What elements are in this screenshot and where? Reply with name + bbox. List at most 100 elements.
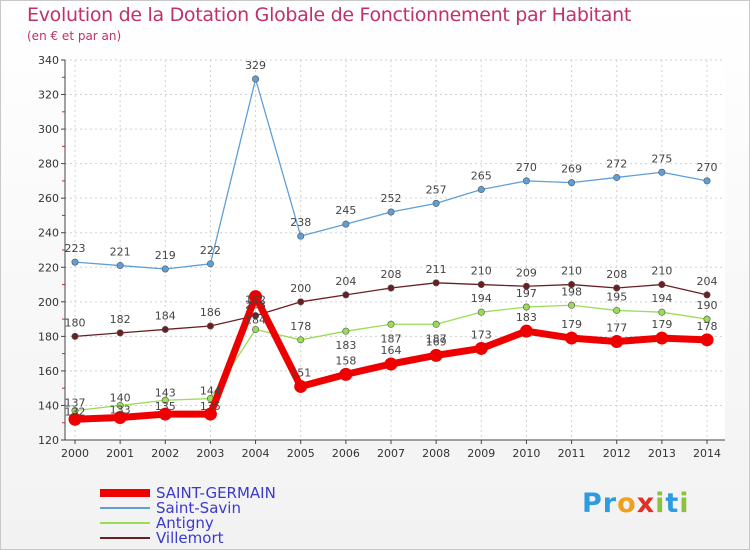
x-tick-label: 2014 <box>693 447 721 460</box>
data-label: 173 <box>471 328 492 341</box>
data-point <box>116 262 124 270</box>
data-label: 184 <box>245 313 266 326</box>
legend-label: Antigny <box>156 513 214 532</box>
data-label: 272 <box>606 157 627 170</box>
data-label: 223 <box>65 242 86 255</box>
logo-letter: P <box>582 488 603 519</box>
data-point <box>387 320 395 328</box>
logo-letter: i <box>679 488 690 519</box>
data-point <box>613 306 621 314</box>
data-point <box>161 396 169 404</box>
data-point <box>474 341 488 355</box>
y-tick-label: 200 <box>38 296 59 309</box>
data-point <box>252 75 260 83</box>
data-label: 222 <box>200 244 221 257</box>
logo-letter: t <box>665 488 680 519</box>
data-label: 164 <box>381 344 402 357</box>
data-label: 179 <box>651 318 672 331</box>
data-point <box>161 325 169 333</box>
data-label: 210 <box>471 265 492 278</box>
data-label: 209 <box>516 266 537 279</box>
legend-label: Saint-Savin <box>156 498 241 517</box>
data-point <box>68 412 82 426</box>
data-label: 221 <box>110 246 131 259</box>
y-tick-label: 160 <box>38 365 59 378</box>
data-label: 182 <box>110 313 131 326</box>
x-tick-label: 2004 <box>242 447 270 460</box>
data-point <box>342 291 350 299</box>
data-label: 197 <box>516 287 537 300</box>
legend-swatch <box>100 488 150 497</box>
data-label: 192 <box>245 294 266 307</box>
data-label: 143 <box>155 386 176 399</box>
legend-swatch <box>100 536 150 539</box>
data-point <box>387 284 395 292</box>
data-label: 187 <box>381 332 402 345</box>
data-label: 252 <box>381 192 402 205</box>
data-point <box>342 220 350 228</box>
x-tick-label: 2002 <box>151 447 179 460</box>
legend-label: Villemort <box>156 528 224 547</box>
data-point <box>294 379 308 393</box>
data-point <box>252 325 260 333</box>
data-label: 265 <box>471 170 492 183</box>
data-point <box>384 357 398 371</box>
y-tick-label: 140 <box>38 399 59 412</box>
x-tick-label: 2001 <box>106 447 134 460</box>
y-tick-label: 320 <box>38 89 59 102</box>
data-point <box>613 173 621 181</box>
data-point <box>206 260 214 268</box>
plot-area <box>65 60 725 440</box>
legend-swatch <box>100 506 150 509</box>
data-point <box>432 279 440 287</box>
data-point <box>519 324 533 338</box>
data-label: 200 <box>290 282 311 295</box>
data-label: 169 <box>426 335 447 348</box>
data-label: 203 <box>245 299 266 312</box>
data-point <box>339 367 353 381</box>
data-label: 204 <box>697 275 718 288</box>
data-point <box>429 348 443 362</box>
chart-title: Evolution de la Dotation Globale de Fonc… <box>27 4 632 26</box>
data-point <box>297 298 305 306</box>
data-point <box>477 281 485 289</box>
data-label: 133 <box>110 404 131 417</box>
data-point <box>655 331 669 345</box>
data-point <box>522 303 530 311</box>
data-label: 194 <box>651 292 672 305</box>
data-label: 190 <box>697 299 718 312</box>
data-point <box>568 301 576 309</box>
data-point <box>71 332 79 340</box>
x-tick-label: 2009 <box>467 447 495 460</box>
data-label: 211 <box>426 263 447 276</box>
x-tick-label: 2011 <box>558 447 586 460</box>
data-label: 275 <box>651 152 672 165</box>
chart-subtitle: (en € et par an) <box>27 29 122 43</box>
legend-label: SAINT-GERMAIN <box>156 483 276 502</box>
data-point <box>297 232 305 240</box>
x-tick-label: 2003 <box>196 447 224 460</box>
data-label: 158 <box>335 354 356 367</box>
data-point <box>568 281 576 289</box>
data-point <box>297 336 305 344</box>
x-tick-label: 2010 <box>512 447 540 460</box>
data-label: 178 <box>290 320 311 333</box>
y-tick-label: 260 <box>38 192 59 205</box>
data-label: 257 <box>426 183 447 196</box>
y-tick-label: 240 <box>38 227 59 240</box>
data-point <box>477 308 485 316</box>
x-tick-label: 2000 <box>61 447 89 460</box>
y-tick-label: 220 <box>38 261 59 274</box>
data-label: 194 <box>471 292 492 305</box>
data-label: 210 <box>651 265 672 278</box>
logo-letter: x <box>636 488 656 519</box>
data-point <box>703 315 711 323</box>
data-point <box>206 322 214 330</box>
x-tick-label: 2013 <box>648 447 676 460</box>
data-label: 210 <box>561 265 582 278</box>
data-label: 187 <box>426 332 447 345</box>
data-label: 178 <box>697 320 718 333</box>
x-tick-label: 2012 <box>603 447 631 460</box>
data-point <box>700 333 714 347</box>
data-label: 177 <box>606 322 627 335</box>
